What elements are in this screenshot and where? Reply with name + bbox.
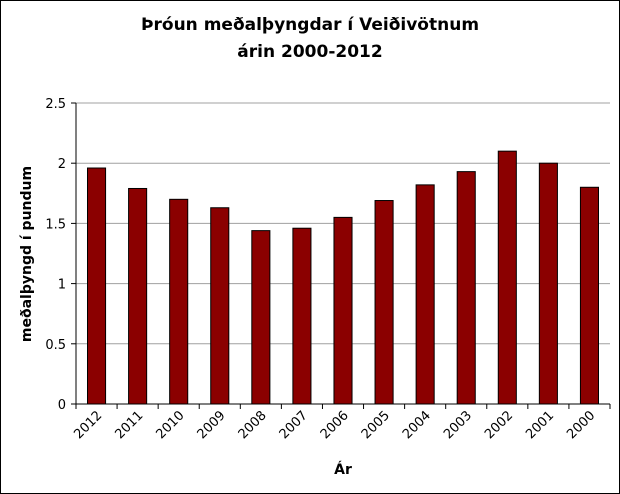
y-tick-label: 2.5 xyxy=(45,97,66,112)
y-tick-label: 0.5 xyxy=(45,338,66,353)
bar xyxy=(415,184,435,405)
bar xyxy=(456,171,476,405)
y-tick-label: 1.5 xyxy=(45,217,66,232)
bar xyxy=(169,198,189,405)
bar xyxy=(128,187,148,405)
bar xyxy=(497,150,517,405)
y-tick-label: 0 xyxy=(58,398,66,413)
bar xyxy=(251,230,271,405)
y-axis-title: meðalþyngd í pundum xyxy=(19,166,35,342)
y-tick-label: 2 xyxy=(58,157,66,172)
bar xyxy=(210,207,230,405)
chart-title: árin 2000-2012 xyxy=(237,42,382,62)
bar xyxy=(538,162,558,405)
y-tick-label: 1 xyxy=(58,278,66,293)
bar xyxy=(374,200,394,405)
bar xyxy=(579,186,599,405)
chart-title: Þróun meðalþyngdar í Veiðivötnum xyxy=(141,15,479,35)
bar xyxy=(292,227,312,405)
x-axis-title: Ár xyxy=(334,461,352,478)
bar xyxy=(333,216,353,405)
bar xyxy=(87,167,107,405)
